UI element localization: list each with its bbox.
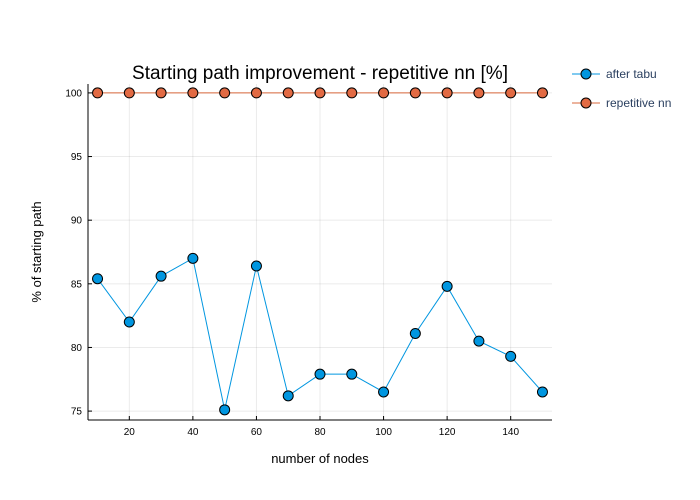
y-tick-label: 100 [65,88,82,99]
data-point-after-tabu [536,386,548,398]
data-point-repetitive-nn [282,87,294,99]
y-tick-label: 80 [71,343,83,354]
series [92,87,548,416]
data-point-repetitive-nn [123,87,135,99]
data-point-repetitive-nn [155,87,167,99]
data-point-after-tabu [282,390,294,402]
data-point-after-tabu [123,316,135,328]
x-tick-label: 120 [439,427,456,438]
data-point-repetitive-nn [346,87,358,99]
data-point-after-tabu [314,368,326,380]
x-axis-label: number of nodes [271,451,369,466]
data-point-repetitive-nn [314,87,326,99]
data-point-repetitive-nn [473,87,485,99]
data-point-after-tabu [378,386,390,398]
data-point-after-tabu [187,252,199,264]
series-after-tabu [92,252,548,416]
x-tick-label: 40 [187,427,199,438]
x-tick-label: 20 [124,427,136,438]
legend-label: after tabu [606,67,657,81]
data-point-after-tabu [441,280,453,292]
x-tick-label: 140 [502,427,519,438]
data-point-after-tabu [505,350,517,362]
chart-title: Starting path improvement - repetitive n… [132,63,508,84]
y-ticks: 75 80 85 90 95 100 [65,88,92,418]
legend-swatch-marker [580,68,592,80]
data-point-repetitive-nn [378,87,390,99]
data-point-after-tabu [250,260,262,272]
data-point-repetitive-nn [536,87,548,99]
x-ticks: 20 40 60 80 100 120 140 [124,416,519,438]
data-point-after-tabu [219,404,231,416]
y-tick-label: 95 [71,152,83,163]
legend-item-after-tabu[interactable]: after tabu [572,67,657,81]
y-tick-label: 85 [71,279,83,290]
y-axis-label: % of starting path [29,201,44,302]
series-repetitive-nn [92,87,548,99]
data-point-repetitive-nn [219,87,231,99]
legend-swatch-marker [580,97,592,109]
legend-label: repetitive nn [606,96,671,110]
x-tick-label: 100 [375,427,392,438]
legend-item-repetitive-nn[interactable]: repetitive nn [572,96,671,110]
data-point-after-tabu [346,368,358,380]
x-tick-label: 80 [314,427,326,438]
data-point-after-tabu [92,273,104,285]
data-point-after-tabu [409,327,421,339]
x-tick-label: 60 [251,427,263,438]
y-tick-label: 75 [71,407,83,418]
data-point-repetitive-nn [92,87,104,99]
data-point-after-tabu [155,270,167,282]
y-tick-label: 90 [71,216,83,227]
data-point-repetitive-nn [250,87,262,99]
data-point-after-tabu [473,335,485,347]
data-point-repetitive-nn [441,87,453,99]
legend[interactable]: after tabu repetitive nn [572,67,671,110]
data-point-repetitive-nn [505,87,517,99]
data-point-repetitive-nn [187,87,199,99]
data-point-repetitive-nn [409,87,421,99]
